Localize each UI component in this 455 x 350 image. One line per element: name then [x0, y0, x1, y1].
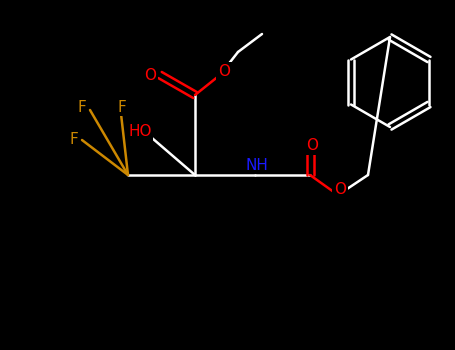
- Text: O: O: [334, 182, 346, 196]
- Text: HO: HO: [128, 125, 152, 140]
- Text: F: F: [78, 100, 86, 116]
- Text: O: O: [218, 63, 230, 78]
- Text: NH: NH: [246, 158, 268, 173]
- Text: F: F: [70, 133, 78, 147]
- Text: F: F: [118, 99, 126, 114]
- Text: O: O: [306, 139, 318, 154]
- Text: O: O: [144, 68, 156, 83]
